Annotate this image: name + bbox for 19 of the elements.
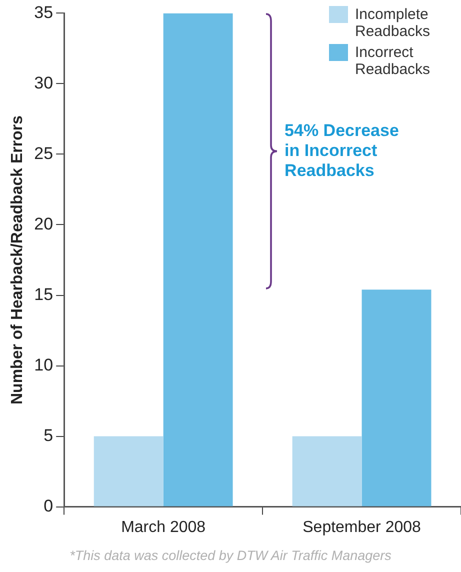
x-tick-label: September 2008 — [302, 518, 422, 536]
text: *This data was collected by DTW Air Traffic Managers — [68, 548, 392, 563]
y-tick-label: 20 — [34, 214, 54, 234]
y-tick-label: 10 — [34, 355, 54, 374]
legend-label: Incomplete Readbacks — [355, 6, 432, 40]
bar — [362, 290, 432, 506]
y-tick-label: 25 — [34, 144, 54, 163]
y-tick-label: 15 — [34, 284, 54, 304]
y-tick-label: 30 — [34, 73, 54, 92]
x-tick-label: March 2008 — [121, 518, 206, 536]
bar — [163, 13, 233, 506]
bar — [94, 436, 164, 506]
y-tick-label: 0 — [44, 496, 54, 516]
bar — [292, 436, 362, 506]
y-axis-title: Number of Hearback/Readback Errors — [9, 115, 26, 404]
y-tick-label: 35 — [34, 2, 54, 22]
y-tick-label: 5 — [44, 426, 54, 445]
annotation: 54% Decrease in Incorrect Readbacks — [284, 121, 399, 180]
legend-label: Incorrect Readbacks — [355, 44, 432, 78]
